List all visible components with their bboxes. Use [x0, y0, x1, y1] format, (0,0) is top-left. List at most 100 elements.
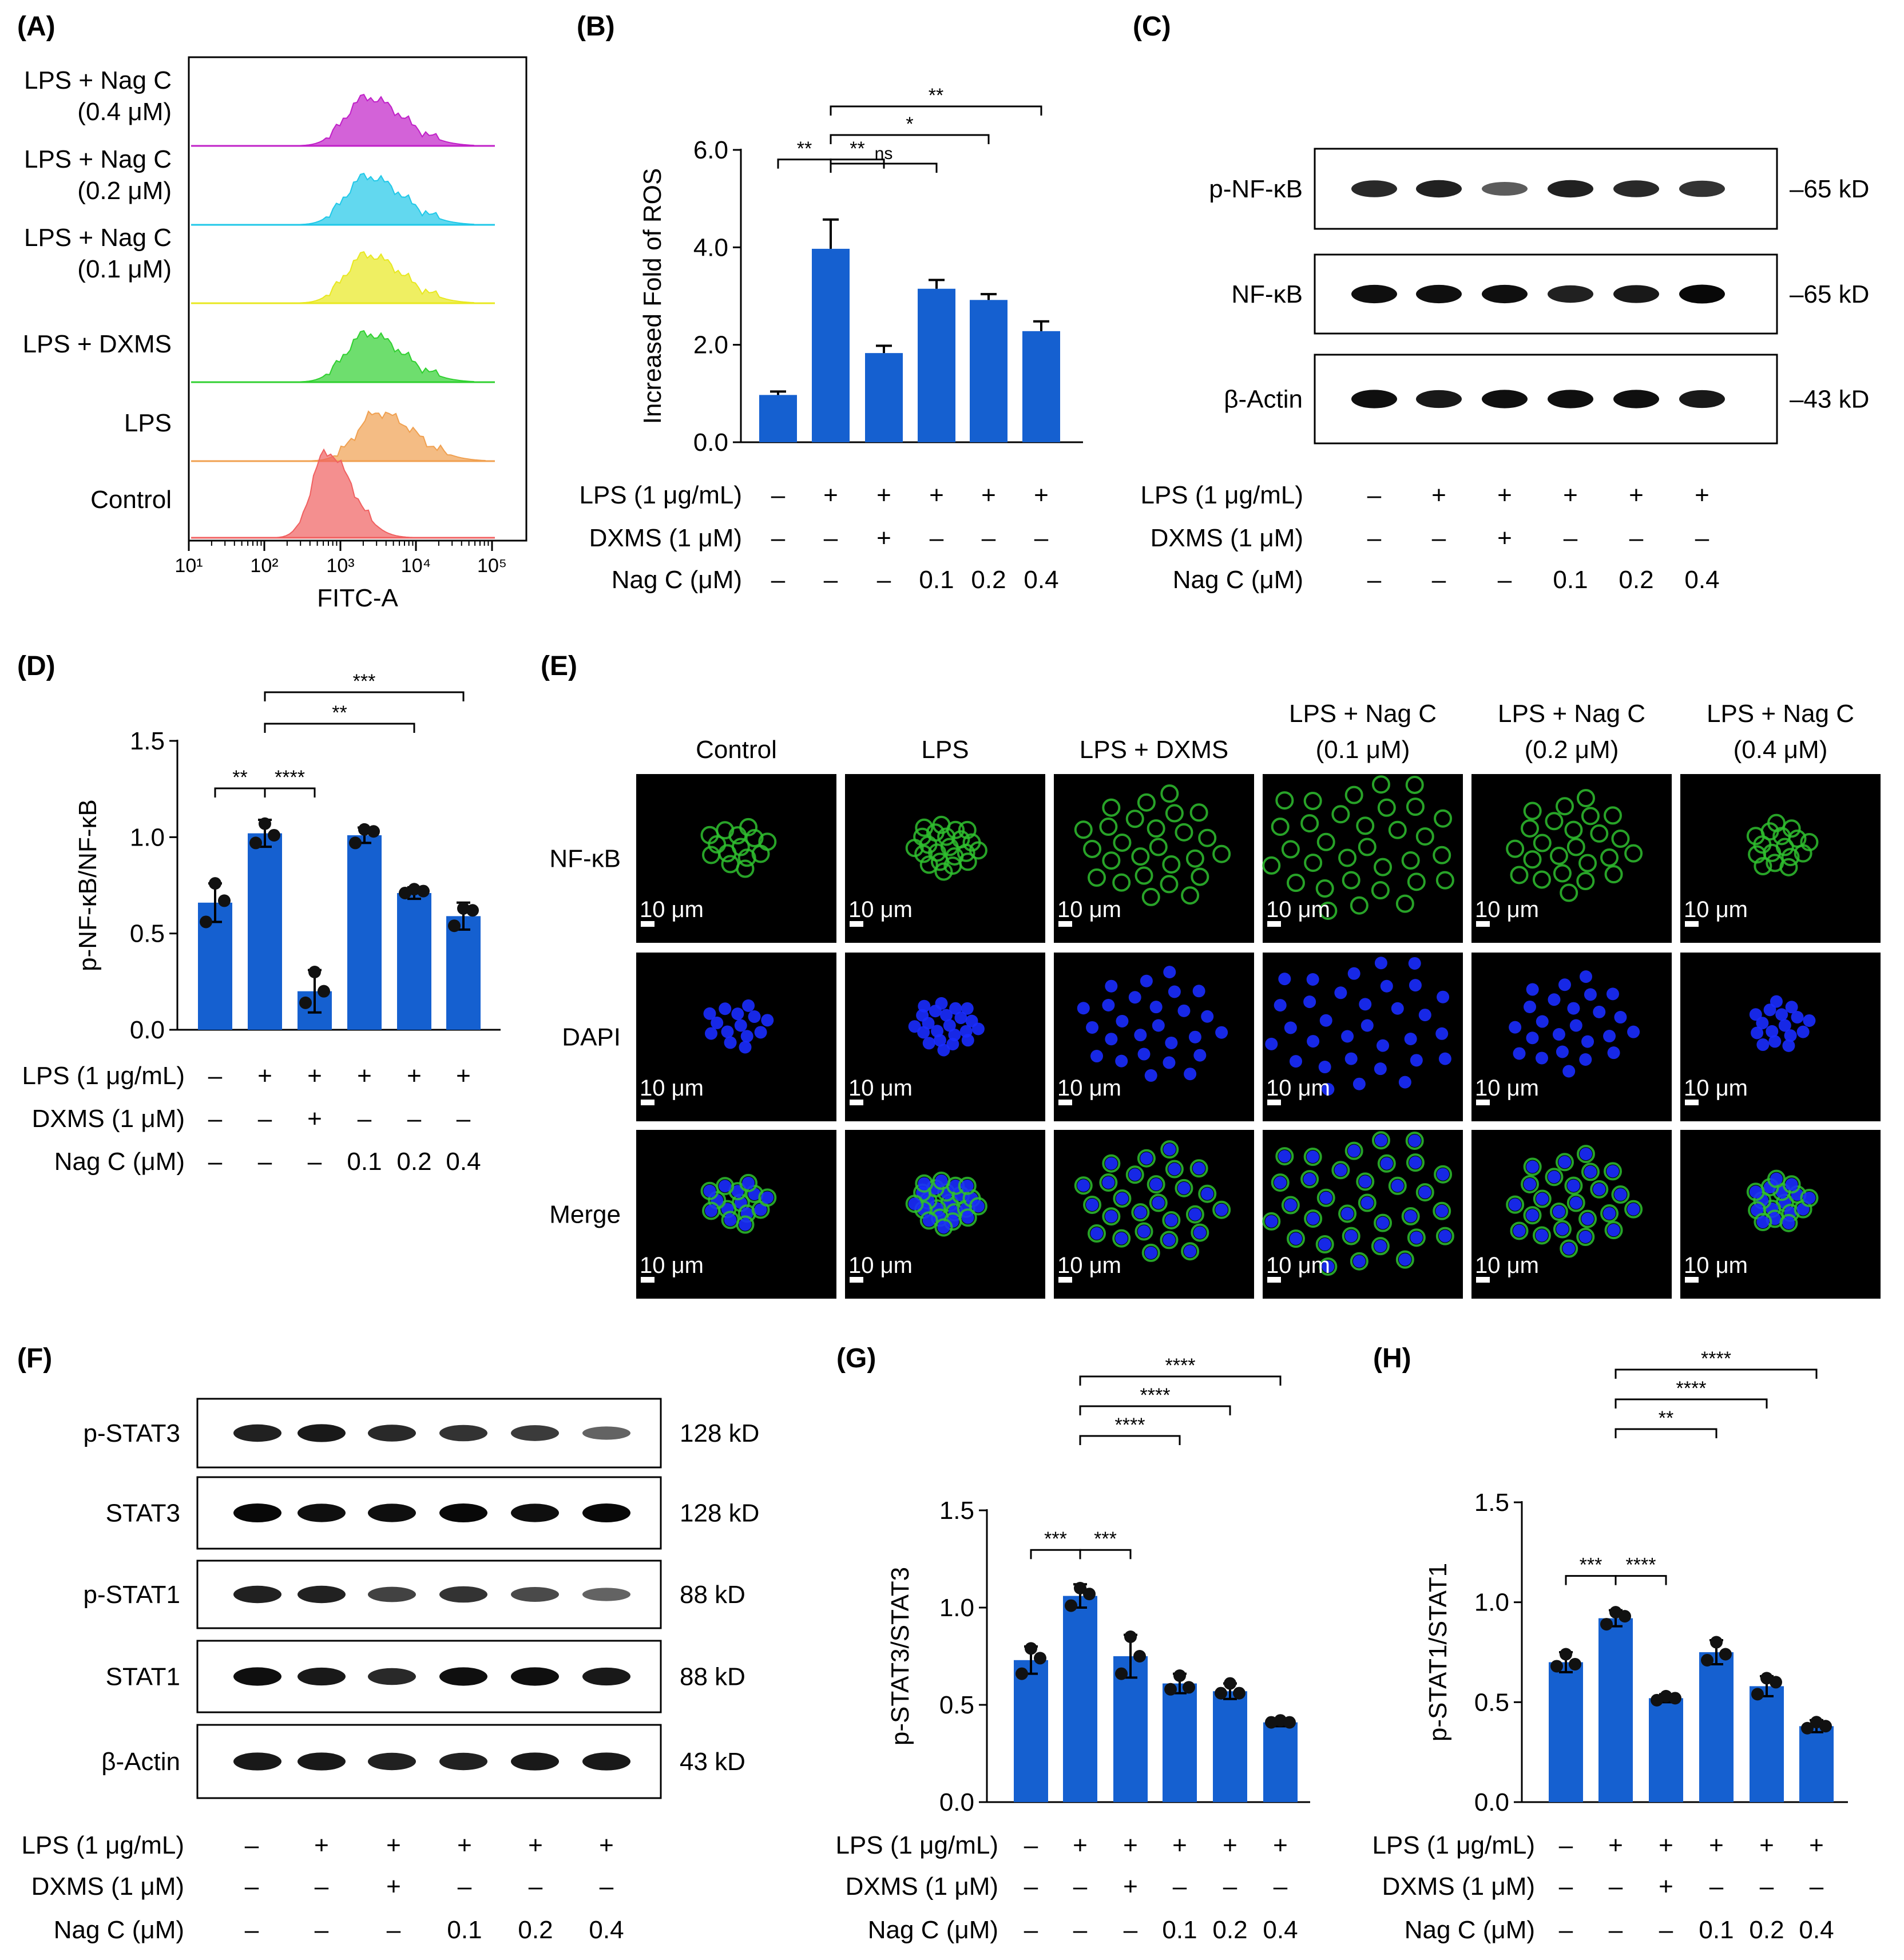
scale-bar-label: 10 μm: [848, 897, 913, 922]
nfkb-cell: [1160, 1231, 1179, 1249]
dapi-nucleus: [918, 999, 931, 1013]
dapi-nucleus: [1334, 1164, 1347, 1177]
nfkb-cell: [1576, 1145, 1595, 1164]
nfkb-cell: [1581, 1162, 1600, 1181]
nfkb-cell: [1185, 849, 1204, 868]
data-point: [1183, 1681, 1195, 1694]
bar: [248, 833, 282, 1030]
significance-bracket: [1615, 1428, 1717, 1438]
blot-label: p-NF-κB: [1209, 175, 1303, 203]
H-condition-dxms-cell: –: [1709, 1872, 1724, 1901]
F-condition-lps-cell: +: [457, 1831, 472, 1859]
H-condition-nag-cell: 0.2: [1749, 1916, 1784, 1944]
image-column-label: (0.4 μM): [1734, 736, 1828, 764]
nfkb-cell: [1350, 896, 1368, 915]
data-point: [1801, 1721, 1814, 1735]
x-tick-label: 10⁴: [401, 555, 431, 577]
nfkb-cell: [1160, 875, 1179, 894]
dapi-nucleus: [1803, 1191, 1816, 1204]
nfkb-cell: [1300, 1170, 1319, 1189]
dapi-nucleus: [1307, 1035, 1320, 1048]
dapi-nucleus: [1526, 1209, 1539, 1222]
dapi-nucleus: [1177, 1004, 1191, 1017]
histogram-row-label: (0.2 μM): [77, 177, 172, 205]
dapi-nucleus: [1749, 1185, 1762, 1199]
F-condition-dxms-cell: –: [458, 1872, 472, 1901]
bar: [347, 835, 382, 1030]
nfkb-cell: [1576, 872, 1595, 891]
blot-band: [439, 1503, 487, 1523]
dapi-nucleus: [1360, 1196, 1374, 1209]
dapi-nucleus: [711, 1016, 724, 1029]
dapi-nucleus: [961, 1034, 974, 1047]
dapi-nucleus: [1152, 1196, 1165, 1209]
bar: [1163, 1683, 1197, 1802]
dapi-nucleus: [1535, 1052, 1548, 1065]
nfkb-cell: [958, 1176, 977, 1195]
dapi-nucleus: [935, 1174, 948, 1187]
significance-bracket: [264, 787, 316, 798]
nfkb-cell: [958, 820, 977, 839]
C-condition-dxms-cell: –: [1695, 524, 1709, 552]
nfkb-cell: [1137, 1149, 1156, 1168]
dapi-nucleus: [971, 1022, 985, 1035]
nfkb-cell: [932, 1171, 951, 1190]
dapi-nucleus: [1526, 983, 1539, 996]
dapi-nucleus: [1782, 1216, 1795, 1229]
data-point: [1619, 1610, 1631, 1623]
blot-band: [1351, 390, 1397, 408]
bar: [1063, 1596, 1097, 1802]
dapi-nucleus: [922, 1037, 935, 1050]
nfkb-cell: [1521, 819, 1540, 838]
dapi-nucleus: [1584, 988, 1597, 1001]
dapi-nucleus: [1614, 1188, 1627, 1201]
scale-bar: [641, 921, 654, 927]
data-point: [448, 919, 461, 933]
data-point: [1719, 1648, 1732, 1661]
blot-band: [368, 1752, 416, 1771]
nfkb-cell: [1560, 883, 1578, 902]
dapi-nucleus: [1105, 1033, 1118, 1046]
y-tick-label: 1.5: [939, 1497, 974, 1525]
dapi-nucleus: [1307, 1212, 1320, 1225]
blot-band: [298, 1503, 346, 1522]
nfkb-cell: [1112, 1229, 1131, 1248]
data-point: [259, 817, 271, 830]
dapi-nucleus: [1548, 993, 1561, 1006]
significance-label: ***: [353, 670, 376, 692]
blot-band: [1351, 180, 1397, 197]
nfkb-cell: [1099, 818, 1118, 836]
nfkb-cell: [1165, 1160, 1184, 1179]
nfkb-cell: [1316, 832, 1335, 851]
blot-band: [1416, 180, 1462, 198]
significance-label: **: [332, 702, 347, 724]
nfkb-cell: [1191, 867, 1209, 886]
nfkb-cell: [1576, 1228, 1595, 1247]
blot-band: [1679, 390, 1725, 408]
dapi-nucleus: [937, 1221, 950, 1234]
nfkb-cell: [1781, 848, 1800, 867]
significance-label: ****: [1676, 1378, 1707, 1399]
dapi-nucleus: [971, 1200, 985, 1213]
D-condition-nag-cell: –: [208, 1148, 223, 1176]
G-condition-label: DXMS (1 μM): [846, 1872, 998, 1901]
dapi-nucleus: [1410, 1231, 1423, 1244]
blot-band: [1416, 284, 1462, 304]
B-condition-label: Nag C (μM): [612, 566, 742, 594]
F-condition-label: Nag C (μM): [54, 1916, 184, 1944]
nfkb-cell: [1338, 848, 1357, 867]
significance-bracket: [1079, 1405, 1231, 1415]
dapi-nucleus: [742, 999, 755, 1012]
D-condition-dxms-cell: –: [457, 1105, 471, 1133]
dapi-nucleus: [1409, 1156, 1422, 1169]
blot-band: [439, 1425, 487, 1442]
blot-band: [298, 1585, 346, 1604]
scale-bar-label: 10 μm: [1475, 1076, 1539, 1101]
dapi-nucleus: [1380, 1157, 1393, 1170]
nfkb-cell: [1564, 1176, 1583, 1195]
dapi-nucleus: [943, 1019, 956, 1032]
image-column-label: LPS + Nag C: [1498, 700, 1645, 728]
nfkb-cell: [1406, 798, 1425, 816]
dapi-nucleus: [1347, 1144, 1360, 1157]
blot-band: [439, 1586, 487, 1603]
